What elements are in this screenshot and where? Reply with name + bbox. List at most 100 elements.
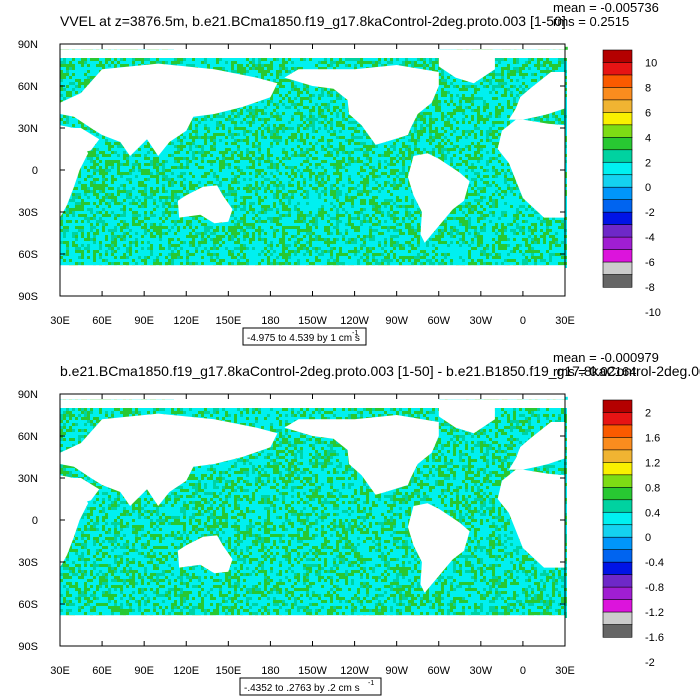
ocean-cell (543, 64, 546, 67)
ocean-cell (330, 97, 333, 100)
ocean-cell (225, 64, 228, 67)
ocean-cell (453, 100, 456, 103)
ocean-cell (120, 145, 123, 148)
ocean-cell (468, 94, 471, 97)
ocean-cell (243, 70, 246, 73)
ocean-cell (537, 118, 540, 121)
ocean-cell (498, 82, 501, 85)
ocean-cell (504, 61, 507, 64)
ocean-cell (207, 136, 210, 139)
ocean-cell (228, 127, 231, 130)
ocean-cell (60, 70, 63, 73)
ocean-cell (282, 88, 285, 91)
ocean-cell (312, 127, 315, 130)
ocean-cell (507, 76, 510, 79)
ocean-cell (291, 61, 294, 64)
ocean-cell (504, 124, 507, 127)
ocean-cell (531, 79, 534, 82)
ocean-cell (246, 64, 249, 67)
ocean-cell (69, 73, 72, 76)
ocean-cell (234, 121, 237, 124)
ocean-cell (444, 73, 447, 76)
ocean-cell (318, 139, 321, 142)
ocean-cell (519, 79, 522, 82)
ocean-cell (318, 142, 321, 145)
ocean-cell (474, 127, 477, 130)
ocean-cell (342, 64, 345, 67)
ocean-cell (537, 76, 540, 79)
ocean-cell (300, 61, 303, 64)
ocean-cell (474, 103, 477, 106)
ocean-cell (306, 103, 309, 106)
ocean-cell (444, 103, 447, 106)
ocean-cell (288, 139, 291, 142)
ocean-cell (525, 85, 528, 88)
ocean-cell (444, 109, 447, 112)
ocean-cell (87, 70, 90, 73)
ocean-cell (468, 115, 471, 118)
ocean-cell (90, 73, 93, 76)
ocean-cell (339, 115, 342, 118)
ocean-cell (207, 133, 210, 136)
ocean-cell (330, 112, 333, 115)
ocean-cell (537, 70, 540, 73)
ocean-cell (462, 127, 465, 130)
ocean-cell (327, 130, 330, 133)
ocean-cell (324, 112, 327, 115)
ocean-cell (507, 109, 510, 112)
ocean-cell (552, 67, 555, 70)
ocean-cell (492, 103, 495, 106)
ocean-cell (288, 91, 291, 94)
ocean-cell (531, 67, 534, 70)
ocean-cell (459, 91, 462, 94)
ocean-cell (207, 58, 210, 61)
ocean-cell (282, 103, 285, 106)
ocean-cell (282, 67, 285, 70)
ocean-cell (339, 112, 342, 115)
ocean-cell (96, 64, 99, 67)
ocean-cell (66, 91, 69, 94)
ocean-cell (264, 121, 267, 124)
ocean-cell (516, 85, 519, 88)
ocean-cell (348, 133, 351, 136)
ocean-cell (342, 97, 345, 100)
ocean-cell (339, 58, 342, 61)
ocean-cell (483, 142, 486, 145)
ocean-cell (261, 109, 264, 112)
ocean-cell (63, 79, 66, 82)
ocean-cell (63, 115, 66, 118)
ocean-cell (330, 91, 333, 94)
ocean-cell (78, 91, 81, 94)
ocean-cell (309, 85, 312, 88)
ocean-cell (294, 124, 297, 127)
ocean-cell (300, 118, 303, 121)
ocean-cell (252, 103, 255, 106)
ocean-cell (195, 61, 198, 64)
ocean-cell (423, 115, 426, 118)
ocean-cell (507, 106, 510, 109)
ocean-cell (252, 73, 255, 76)
ocean-cell (312, 103, 315, 106)
ocean-cell (279, 58, 282, 61)
ocean-cell (504, 106, 507, 109)
ocean-cell (489, 121, 492, 124)
ocean-cell (465, 100, 468, 103)
ocean-cell (93, 145, 96, 148)
ocean-cell (270, 127, 273, 130)
ocean-cell (198, 124, 201, 127)
ocean-cell (510, 109, 513, 112)
ocean-cell (495, 121, 498, 124)
ocean-cell (264, 145, 267, 148)
ocean-cell (474, 91, 477, 94)
ocean-cell (324, 145, 327, 148)
ocean-cell (423, 58, 426, 61)
ocean-cell (456, 109, 459, 112)
ocean-cell (210, 118, 213, 121)
ocean-cell (537, 61, 540, 64)
ocean-cell (297, 82, 300, 85)
ocean-cell (438, 115, 441, 118)
ocean-cell (279, 94, 282, 97)
ocean-cell (243, 136, 246, 139)
ocean-cell (477, 88, 480, 91)
ocean-cell (453, 118, 456, 121)
